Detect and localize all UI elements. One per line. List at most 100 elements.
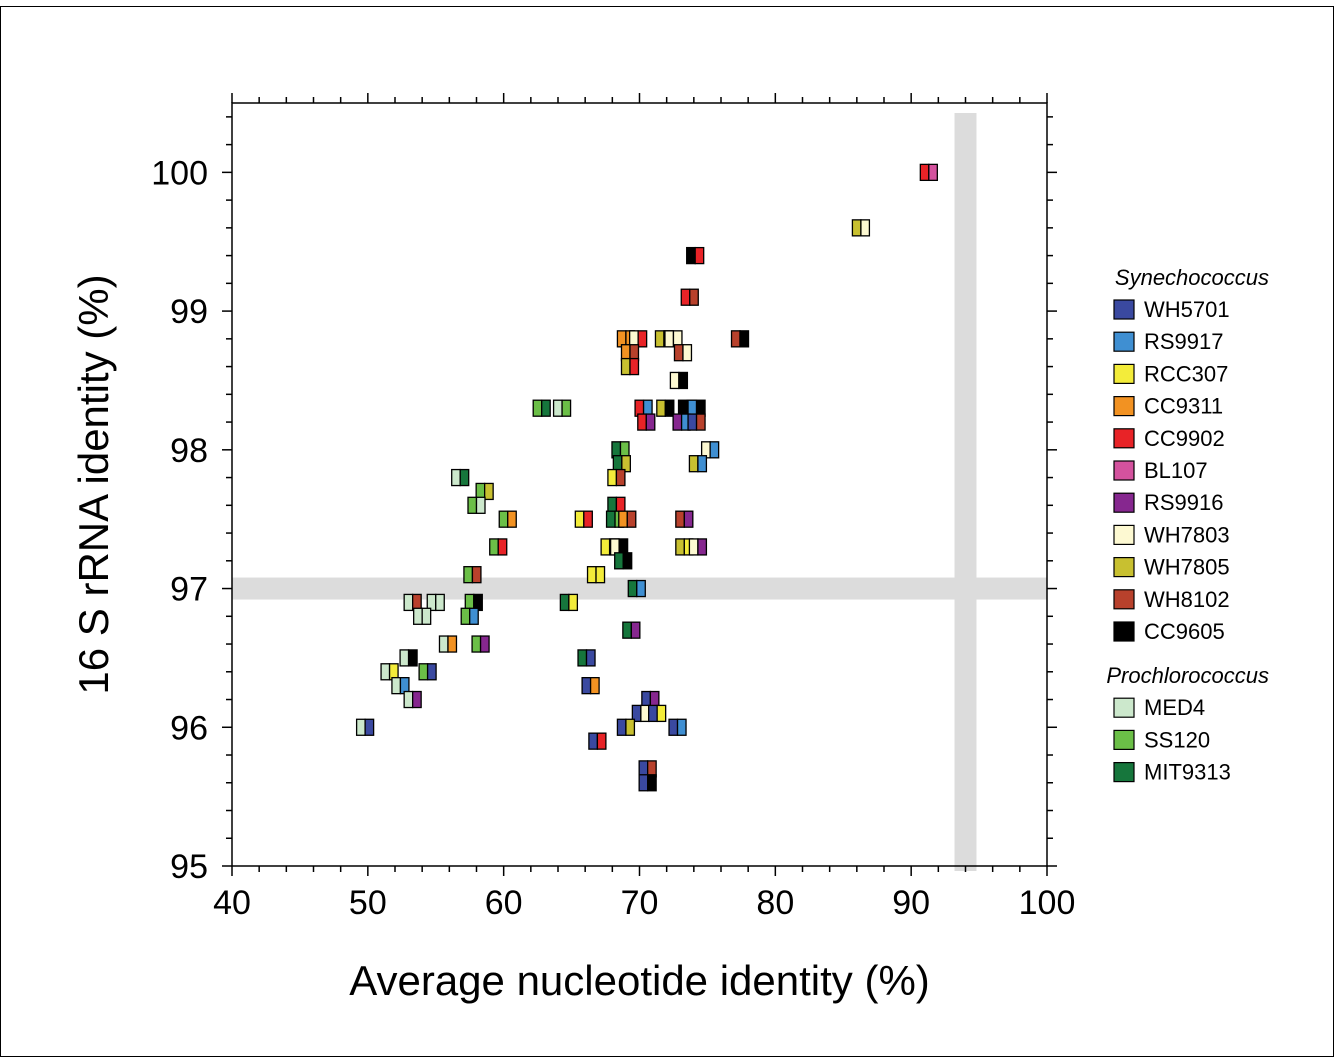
point-left-half: [668, 718, 679, 736]
point-left-half: [627, 579, 638, 598]
legend-label: SS120: [1144, 727, 1210, 752]
point-right-half: [622, 552, 633, 570]
point-left-half: [669, 371, 680, 390]
point-left-half: [574, 510, 585, 528]
data-point: [656, 399, 675, 417]
point-right-half: [585, 649, 596, 667]
point-left-half: [638, 774, 649, 792]
point-right-half: [497, 538, 508, 556]
data-point: [637, 413, 656, 431]
data-point: [730, 330, 750, 348]
data-point: [418, 663, 437, 681]
point-right-half: [621, 455, 631, 473]
data-point: [577, 649, 596, 667]
legend-label: CC9311: [1144, 394, 1223, 419]
point-left-half: [403, 690, 414, 709]
point-right-half: [625, 718, 636, 736]
threshold-bands: [232, 113, 1047, 871]
y-tick-label: 99: [170, 293, 208, 331]
point-left-half: [656, 399, 666, 417]
data-point: [622, 621, 641, 639]
data-point: [616, 718, 636, 736]
x-tick-label: 40: [213, 884, 251, 922]
point-left-half: [614, 552, 624, 570]
ani-threshold-band: [954, 113, 977, 871]
data-point: [612, 455, 631, 473]
point-left-half: [687, 413, 698, 431]
point-right-half: [636, 579, 646, 598]
legend-swatch: [1113, 556, 1135, 578]
point-right-half: [426, 663, 437, 681]
point-right-half: [697, 538, 708, 556]
point-left-half: [391, 677, 402, 695]
point-left-half: [489, 538, 499, 556]
point-left-half: [532, 399, 543, 417]
point-right-half: [595, 566, 606, 584]
legend-label: RS9916: [1144, 490, 1224, 515]
data-point: [399, 649, 418, 667]
point-right-half: [630, 621, 641, 639]
point-left-half: [559, 593, 570, 612]
point-left-half: [688, 538, 699, 556]
point-left-half: [672, 413, 683, 431]
legend-swatch: [1113, 589, 1135, 610]
axis-ticks: 40 50 60 70 80 90 100 95 96 97 98 99 100: [151, 93, 1075, 922]
point-left-half: [648, 704, 658, 723]
data-point: [620, 357, 640, 376]
x-axis-title: Average nucleotide identity (%): [349, 957, 930, 1004]
point-left-half: [552, 399, 563, 417]
point-left-half: [403, 593, 414, 612]
point-left-half: [451, 468, 461, 487]
data-point: [669, 371, 689, 390]
point-right-half: [709, 441, 720, 459]
point-left-half: [620, 357, 631, 376]
point-left-half: [675, 510, 685, 528]
point-right-half: [645, 413, 656, 431]
point-left-half: [605, 510, 616, 528]
point-right-half: [694, 246, 705, 265]
legend-swatch: [1113, 331, 1135, 352]
legend-label: MED4: [1144, 695, 1205, 720]
data-point: [688, 455, 708, 473]
data-point: [668, 718, 687, 736]
point-left-half: [637, 413, 647, 431]
point-left-half: [413, 607, 423, 625]
point-right-half: [739, 330, 750, 348]
point-left-half: [675, 538, 685, 556]
legend-label: CC9605: [1144, 619, 1225, 644]
legend-swatch: [1113, 729, 1135, 751]
data-points: [355, 163, 938, 792]
point-right-half: [435, 593, 445, 612]
point-right-half: [682, 344, 693, 362]
legend-swatch: [1113, 428, 1135, 449]
figure-frame: [0, 6, 1334, 1057]
point-right-half: [629, 357, 640, 376]
point-right-half: [637, 330, 648, 348]
point-left-half: [498, 510, 509, 528]
point-right-half: [469, 607, 479, 625]
data-point: [403, 690, 422, 709]
data-point: [588, 732, 607, 750]
point-left-half: [588, 732, 599, 750]
point-left-half: [438, 635, 449, 653]
data-point: [451, 468, 470, 487]
legend-group-title: Prochlorococcus: [1106, 663, 1269, 688]
data-point: [614, 552, 633, 570]
legend-swatch: [1113, 460, 1135, 481]
point-right-half: [928, 163, 938, 182]
point-right-half: [589, 677, 600, 695]
point-left-half: [688, 455, 699, 473]
data-point: [355, 718, 375, 736]
legend-swatch: [1113, 492, 1135, 513]
point-right-half: [676, 718, 687, 736]
legend-swatch: [1113, 299, 1135, 320]
point-left-half: [586, 566, 597, 584]
point-right-half: [860, 219, 871, 237]
point-right-half: [475, 496, 486, 514]
data-point: [607, 468, 626, 487]
data-point: [498, 510, 517, 528]
x-tick-label: 90: [892, 884, 930, 922]
x-tick-label: 50: [349, 884, 387, 922]
data-point: [532, 399, 551, 417]
